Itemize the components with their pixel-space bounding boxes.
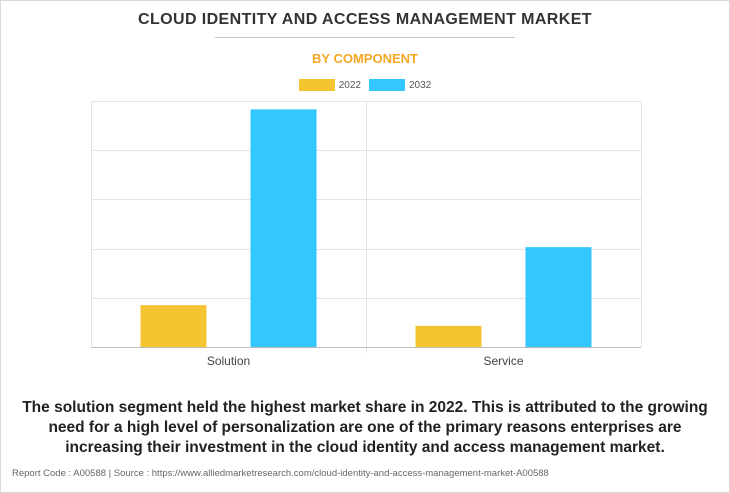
bar-service-2032 — [525, 247, 592, 347]
x-tick-label-service: Service — [483, 354, 523, 368]
legend-item-2032: 2032 — [369, 79, 431, 91]
legend-swatch-2032 — [369, 79, 405, 91]
legend-item-2022: 2022 — [298, 79, 361, 91]
legend-label-2032: 2032 — [409, 79, 432, 91]
bar-service-2022 — [415, 325, 482, 347]
chart-title: CLOUD IDENTITY AND ACCESS MANAGEMENT MAR… — [138, 11, 592, 28]
chart-caption: The solution segment held the highest ma… — [22, 399, 708, 456]
legend-label-2022: 2022 — [338, 79, 361, 91]
bar-solution-2032 — [250, 109, 317, 347]
title-divider — [215, 37, 515, 38]
legend: 2022 2032 — [0, 79, 730, 91]
legend-swatch-2022 — [298, 79, 335, 91]
bars — [140, 109, 592, 347]
x-axis: Solution Service — [91, 347, 641, 368]
bar-solution-2022 — [140, 305, 207, 347]
chart-subtitle: BY COMPONENT — [312, 51, 418, 66]
report-source-footer: Report Code : A00588 | Source : https://… — [12, 468, 549, 479]
x-tick-label-solution: Solution — [207, 354, 250, 368]
